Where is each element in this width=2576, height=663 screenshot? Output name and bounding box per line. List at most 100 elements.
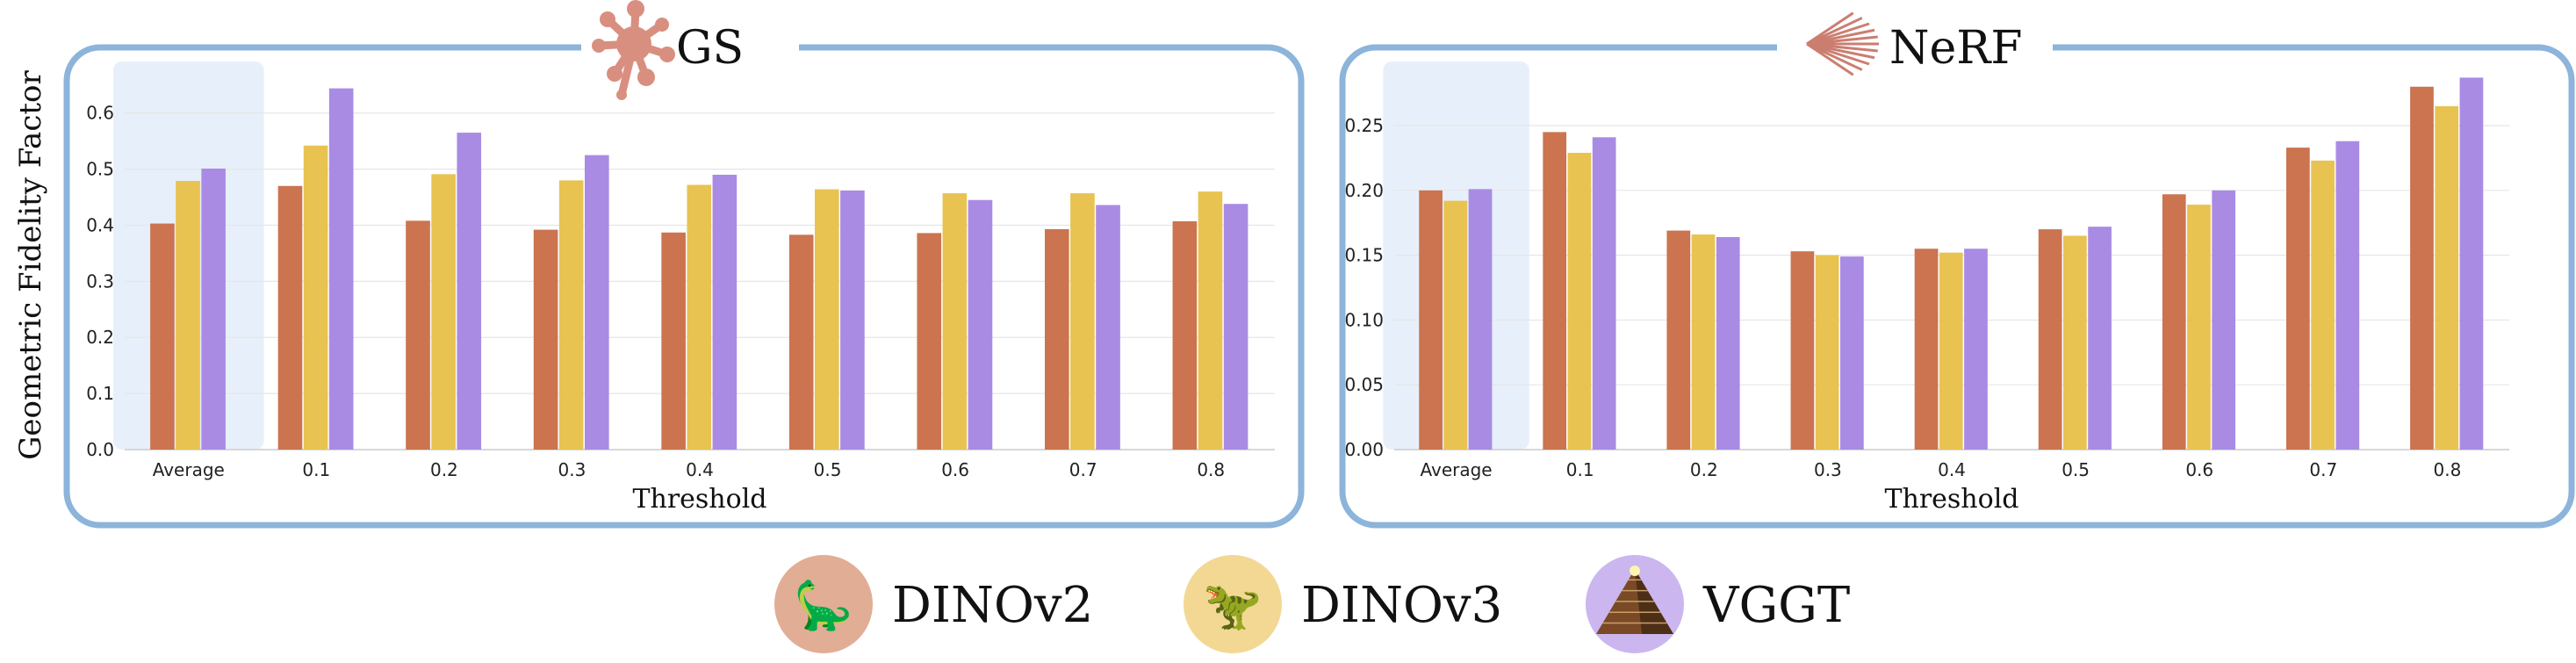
bar-vggt-0.3 (1840, 256, 1864, 450)
bar-dinov2-0.1 (1543, 132, 1567, 450)
bar-dinov2-0.4 (661, 232, 686, 450)
pyramid-shade (1635, 569, 1673, 634)
y-tick-label: 0.20 (1344, 180, 1384, 201)
x-tick-label: 0.3 (558, 459, 586, 480)
legend-label: VGGT (1702, 577, 1850, 634)
bar-dinov2-0.6 (2162, 194, 2186, 450)
x-tick-label: 0.2 (430, 459, 458, 480)
legend: 🦕 DINOv2 🦖 DINOv3 VGGT (774, 555, 1850, 653)
y-axis-label: Geometric Fidelity Factor (13, 70, 48, 460)
sauropod-dinosaur-icon-glyph: 🦕 (794, 578, 853, 633)
bar-dinov2-0.7 (2286, 148, 2310, 450)
y-tick-label: 0.2 (86, 327, 114, 348)
x-tick-label: 0.8 (1197, 459, 1225, 480)
bar-dinov2-Average (1419, 190, 1443, 450)
x-axis-label: Threshold (632, 484, 766, 515)
pyramid-glow (1630, 566, 1640, 576)
bar-dinov2-0.8 (2410, 86, 2434, 450)
legend-item-vggt: VGGT (1586, 555, 1850, 653)
bar-vggt-Average (201, 168, 226, 450)
legend-label: DINOv3 (1301, 577, 1502, 634)
bar-vggt-0.4 (712, 174, 738, 450)
bar-dinov2-0.8 (1172, 221, 1198, 450)
bar-dinov3-0.2 (431, 174, 456, 450)
y-tick-label: 0.05 (1344, 374, 1384, 395)
bar-dinov2-0.4 (1914, 249, 1939, 450)
x-tick-label: 0.2 (1690, 459, 1718, 480)
bar-dinov2-Average (150, 223, 175, 450)
bar-dinov3-Average (1443, 200, 1468, 450)
x-tick-label: 0.1 (302, 459, 330, 480)
x-tick-label: 0.3 (1814, 459, 1842, 480)
bar-dinov2-0.3 (533, 229, 558, 450)
x-tick-label: 0.8 (2434, 459, 2462, 480)
y-tick-label: 0.10 (1344, 309, 1384, 330)
bar-dinov3-0.3 (558, 180, 584, 450)
y-tick-label: 0.25 (1344, 115, 1384, 136)
x-tick-label: 0.7 (1069, 459, 1097, 480)
bar-dinov3-0.8 (1198, 191, 1223, 450)
bar-vggt-0.8 (1223, 204, 1248, 450)
bar-dinov3-0.7 (1070, 193, 1095, 450)
bar-dinov2-0.7 (1045, 228, 1069, 450)
bar-vggt-0.3 (585, 155, 609, 450)
x-tick-label: 0.4 (1938, 459, 1966, 480)
bar-dinov3-0.5 (2063, 235, 2087, 450)
legend-label: DINOv2 (892, 577, 1093, 634)
bar-dinov3-Average (176, 181, 200, 450)
y-tick-label: 0.4 (86, 214, 114, 235)
panel-title: NeRF (1889, 22, 2023, 75)
x-axis-label: Threshold (1884, 484, 2018, 515)
bar-dinov2-0.2 (406, 220, 430, 450)
bar-dinov3-0.5 (815, 189, 839, 450)
splat-icon (592, 0, 675, 100)
bar-dinov3-0.6 (942, 193, 968, 450)
y-tick-label: 0.0 (86, 439, 114, 460)
nerf-panel: NeRF 0.00 0.05 0.10 0.15 0.20 0.25 Average 0.1 0.… (1339, 11, 2575, 529)
y-tick-label: 0.3 (86, 270, 114, 292)
bar-dinov3-0.4 (1939, 252, 1963, 450)
t-rex-dinosaur-icon (1184, 555, 1282, 653)
bar-vggt-0.1 (328, 88, 354, 450)
bar-vggt-0.7 (1096, 205, 1120, 450)
bar-dinov3-0.3 (1815, 255, 1839, 450)
bar-vggt-0.2 (457, 133, 482, 450)
bar-dinov3-0.1 (303, 145, 328, 450)
bar-vggt-0.7 (2335, 141, 2360, 450)
y-tick-label: 0.15 (1344, 245, 1384, 266)
x-tick-label: Average (1420, 459, 1492, 480)
y-tick-label: 0.00 (1344, 439, 1384, 460)
bar-vggt-0.8 (2459, 77, 2484, 450)
x-tick-label: 0.5 (2062, 459, 2090, 480)
x-tick-label: 0.4 (686, 459, 714, 480)
bar-vggt-Average (1468, 189, 1493, 450)
y-tick-label: 0.1 (86, 383, 114, 404)
bar-dinov3-0.2 (1691, 234, 1716, 450)
bar-dinov2-0.5 (788, 234, 814, 450)
x-tick-label: 0.7 (2309, 459, 2337, 480)
legend-item-dinov2: 🦕 DINOv2 (774, 555, 1093, 653)
bar-dinov3-0.7 (2311, 160, 2335, 450)
bar-dinov2-0.2 (1666, 230, 1691, 450)
x-tick-label: Average (153, 459, 225, 480)
bar-vggt-0.5 (840, 190, 865, 450)
bar-vggt-0.4 (1964, 249, 1988, 450)
x-tick-label: 0.1 (1566, 459, 1594, 480)
x-tick-label: 0.5 (814, 459, 842, 480)
legend-item-dinov3: 🦖 DINOv3 (1184, 555, 1502, 653)
y-tick-label: 0.6 (86, 103, 114, 124)
bar-dinov2-0.5 (2038, 229, 2062, 450)
bar-vggt-0.6 (2212, 190, 2236, 450)
nerf-rays-icon (1806, 11, 1879, 76)
bar-dinov3-0.6 (2187, 205, 2211, 450)
bar-vggt-0.2 (1716, 236, 1740, 450)
y-tick-label: 0.5 (86, 159, 114, 180)
bar-vggt-0.1 (1592, 137, 1616, 450)
x-tick-label: 0.6 (2185, 459, 2213, 480)
bar-dinov2-0.6 (917, 233, 942, 450)
bar-vggt-0.6 (968, 199, 993, 450)
panel-title: GS (676, 22, 744, 75)
bar-dinov3-0.4 (687, 184, 712, 450)
bar-dinov2-0.3 (1790, 251, 1815, 450)
